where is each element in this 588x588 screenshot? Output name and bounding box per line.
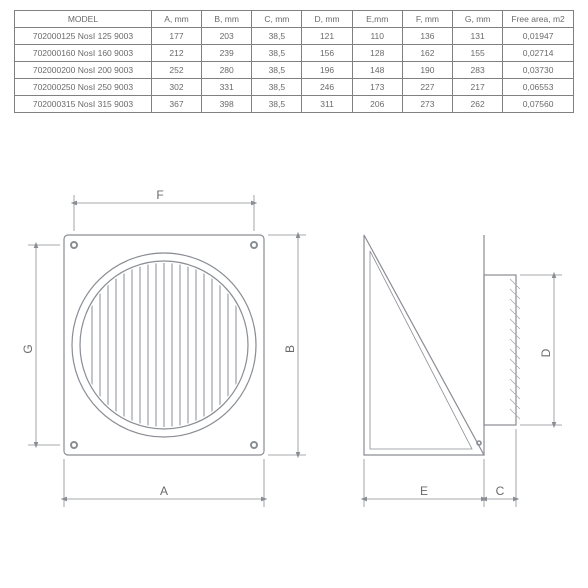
col-a: A, mm: [151, 11, 201, 28]
table-row: 702000125 NosI 125 900317720338,51211101…: [15, 28, 574, 45]
table-header-row: MODEL A, mm B, mm C, mm D, mm E,mm F, mm…: [15, 11, 574, 28]
dim-g: G: [21, 344, 35, 353]
col-d: D, mm: [302, 11, 352, 28]
table-row: 702000250 NosI 250 900330233138,52461732…: [15, 79, 574, 96]
dim-c: C: [496, 484, 505, 498]
col-b: B, mm: [202, 11, 252, 28]
page: MODEL A, mm B, mm C, mm D, mm E,mm F, mm…: [0, 0, 588, 588]
side-dims: D E C: [364, 275, 562, 507]
dim-d: D: [539, 348, 553, 357]
spec-table: MODEL A, mm B, mm C, mm D, mm E,mm F, mm…: [14, 10, 574, 113]
drawings-svg: F G A B: [14, 155, 574, 575]
col-model: MODEL: [15, 11, 152, 28]
dim-f: F: [156, 188, 163, 202]
drawings-area: F G A B: [14, 155, 574, 576]
table-body: 702000125 NosI 125 900317720338,51211101…: [15, 28, 574, 113]
table-row: 702000200 NosI 200 900325228038,51961481…: [15, 62, 574, 79]
col-g: G, mm: [453, 11, 503, 28]
dim-b: B: [283, 345, 297, 353]
front-view: [64, 235, 264, 455]
dim-e: E: [420, 484, 428, 498]
side-view: [364, 235, 520, 455]
table-row: 702000160 NosI 160 900321223938,51561281…: [15, 45, 574, 62]
table-row: 702000315 NosI 315 900336739838,53112062…: [15, 96, 574, 113]
dim-a: A: [160, 484, 168, 498]
col-f: F, mm: [402, 11, 452, 28]
col-e: E,mm: [352, 11, 402, 28]
col-free: Free area, m2: [503, 11, 574, 28]
col-c: C, mm: [252, 11, 302, 28]
